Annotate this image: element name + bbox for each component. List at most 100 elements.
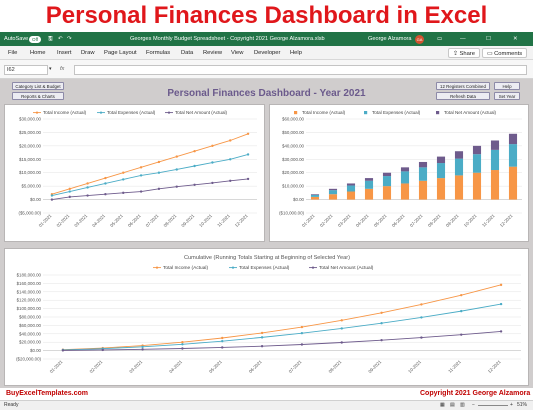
y-tick-label: $0.00 xyxy=(30,197,42,202)
save-icon[interactable]: 🖫 xyxy=(48,36,53,42)
bar-total-net-amount-actual xyxy=(490,140,500,150)
data-point-total-net-amount-actual xyxy=(141,348,144,351)
x-tick-label: 12-2021 xyxy=(234,213,249,228)
avatar[interactable]: GA xyxy=(415,35,424,44)
zoom-in-icon[interactable]: + xyxy=(510,402,513,408)
legend-label-total-expenses-actual: Total Expenses (Actual) xyxy=(107,110,156,115)
page-break-view-icon[interactable]: ▥ xyxy=(460,402,465,408)
bar-total-net-amount-actual xyxy=(418,161,428,168)
legend-swatch-total-income-actual xyxy=(294,111,298,115)
fx-icon[interactable]: fx xyxy=(60,66,65,72)
undo-icon[interactable]: ↶ xyxy=(58,36,63,42)
data-point-total-income-actual xyxy=(460,293,463,297)
x-tick-label: 03-2021 xyxy=(128,359,143,374)
bar-total-income-actual xyxy=(490,170,500,200)
dashboard-title: Personal Finances Dashboard - Year 2021 xyxy=(167,88,366,99)
y-tick-label: $40,000.00 xyxy=(19,331,42,336)
data-point-total-net-amount-actual xyxy=(101,348,104,352)
chart-panel-bar[interactable]: Total Income (Actual) Total Expenses (Act… xyxy=(269,104,529,242)
data-point-total-net-amount-actual xyxy=(86,194,89,197)
share-button[interactable]: ⇪ Share xyxy=(448,48,480,58)
refresh-data-button[interactable]: Refresh Data xyxy=(436,92,490,100)
data-point-total-expenses-actual xyxy=(211,161,214,164)
chart-panel-cumulative[interactable]: Cumulative (Running Totals Starting at B… xyxy=(4,248,529,386)
y-tick-label: ($5,000.00) xyxy=(19,211,42,216)
data-point-total-income-actual xyxy=(420,303,423,306)
page-layout-view-icon[interactable]: ▤ xyxy=(450,402,455,408)
tab-developer[interactable]: Developer xyxy=(254,50,281,56)
registers-combined-button[interactable]: 12 Registers Combined xyxy=(436,82,490,90)
tab-home[interactable]: Home xyxy=(30,50,46,56)
minimize-button[interactable]: — xyxy=(460,36,466,42)
bar-total-expenses-actual xyxy=(436,163,446,179)
chart-panel-line[interactable]: Total Income (Actual) Total Expenses (Act… xyxy=(4,104,265,242)
bar-total-income-actual xyxy=(508,166,518,200)
bar-total-income-actual xyxy=(472,172,482,200)
name-box-dropdown-icon[interactable]: ▾ xyxy=(49,66,52,72)
ribbon-display-icon[interactable]: ▭ xyxy=(437,36,443,42)
tab-view[interactable]: View xyxy=(231,50,244,56)
normal-view-icon[interactable]: ▦ xyxy=(440,402,445,408)
page-banner-title: Personal Finances Dashboard in Excel xyxy=(45,2,488,29)
formula-input[interactable] xyxy=(74,65,527,75)
legend-marker-total-expenses-actual xyxy=(231,266,235,269)
x-tick-label: 09-2021 xyxy=(367,359,382,374)
bar-total-income-actual xyxy=(400,183,410,200)
data-point-total-net-amount-actual xyxy=(104,193,107,196)
zoom-out-icon[interactable]: − xyxy=(472,402,475,408)
legend-label-total-expenses-actual: Total Expenses (Actual) xyxy=(239,265,290,271)
tab-review[interactable]: Review xyxy=(203,50,223,56)
data-point-total-expenses-actual xyxy=(229,158,232,161)
bar-total-income-actual xyxy=(454,175,464,200)
tab-formulas[interactable]: Formulas xyxy=(146,50,171,56)
website-link[interactable]: BuyExcelTemplates.com xyxy=(6,390,88,397)
bar-total-expenses-actual xyxy=(364,180,374,189)
autosave-toggle[interactable]: Off xyxy=(29,35,42,43)
bar-total-net-amount-actual xyxy=(508,133,518,145)
comment-icon: ▭ xyxy=(487,51,493,57)
data-point-total-net-amount-actual xyxy=(460,333,463,336)
x-tick-label: 04-2021 xyxy=(168,359,183,374)
y-tick-label: $0.00 xyxy=(30,348,42,353)
close-button[interactable]: ✕ xyxy=(513,36,518,42)
data-point-total-net-amount-actual xyxy=(211,181,214,185)
comments-button[interactable]: ▭ Comments xyxy=(482,48,528,58)
redo-icon[interactable]: ↷ xyxy=(67,36,72,42)
tab-data[interactable]: Data xyxy=(181,50,194,56)
zoom-level[interactable]: 51% xyxy=(517,402,528,408)
legend-swatch-total-expenses-actual xyxy=(364,111,368,115)
y-tick-label: $120,000.00 xyxy=(17,298,42,303)
tab-insert[interactable]: Insert xyxy=(57,50,72,56)
tab-page-layout[interactable]: Page Layout xyxy=(104,50,137,56)
data-point-total-net-amount-actual xyxy=(380,338,383,342)
reports-charts-button[interactable]: Reports & Charts xyxy=(12,92,64,100)
y-tick-label: $20,000.00 xyxy=(282,170,305,175)
data-point-total-income-actual xyxy=(300,325,304,329)
category-list-budget-button[interactable]: Category List & Budget xyxy=(12,82,64,90)
tab-file[interactable]: File xyxy=(8,50,18,56)
tab-help[interactable]: Help xyxy=(290,50,302,56)
share-icon: ⇪ xyxy=(453,51,458,57)
bar-total-net-amount-actual xyxy=(364,178,374,181)
data-point-total-income-actual xyxy=(104,176,107,180)
bar-total-expenses-actual xyxy=(490,149,500,171)
data-point-total-income-actual xyxy=(380,311,383,314)
help-button[interactable]: Help xyxy=(494,82,520,90)
y-tick-label: $60,000.00 xyxy=(19,323,42,328)
y-tick-label: $50,000.00 xyxy=(282,130,305,135)
bar-total-income-actual xyxy=(346,191,356,200)
data-point-total-expenses-actual xyxy=(50,194,54,197)
x-tick-label: 11-2021 xyxy=(447,359,462,374)
tab-draw[interactable]: Draw xyxy=(81,50,95,56)
name-box[interactable]: I62 xyxy=(4,65,48,75)
bar-total-net-amount-actual xyxy=(382,172,392,177)
x-tick-label: 10-2021 xyxy=(463,213,478,228)
data-point-total-income-actual xyxy=(86,182,89,185)
series-line-total-expenses-actual xyxy=(62,303,502,351)
maximize-button[interactable]: ☐ xyxy=(486,36,492,42)
data-point-total-expenses-actual xyxy=(157,171,161,174)
set-year-button[interactable]: Set Year xyxy=(494,92,520,100)
x-tick-label: 08-2021 xyxy=(328,359,343,374)
zoom-slider[interactable] xyxy=(478,405,508,406)
y-tick-label: $140,000.00 xyxy=(17,289,42,294)
